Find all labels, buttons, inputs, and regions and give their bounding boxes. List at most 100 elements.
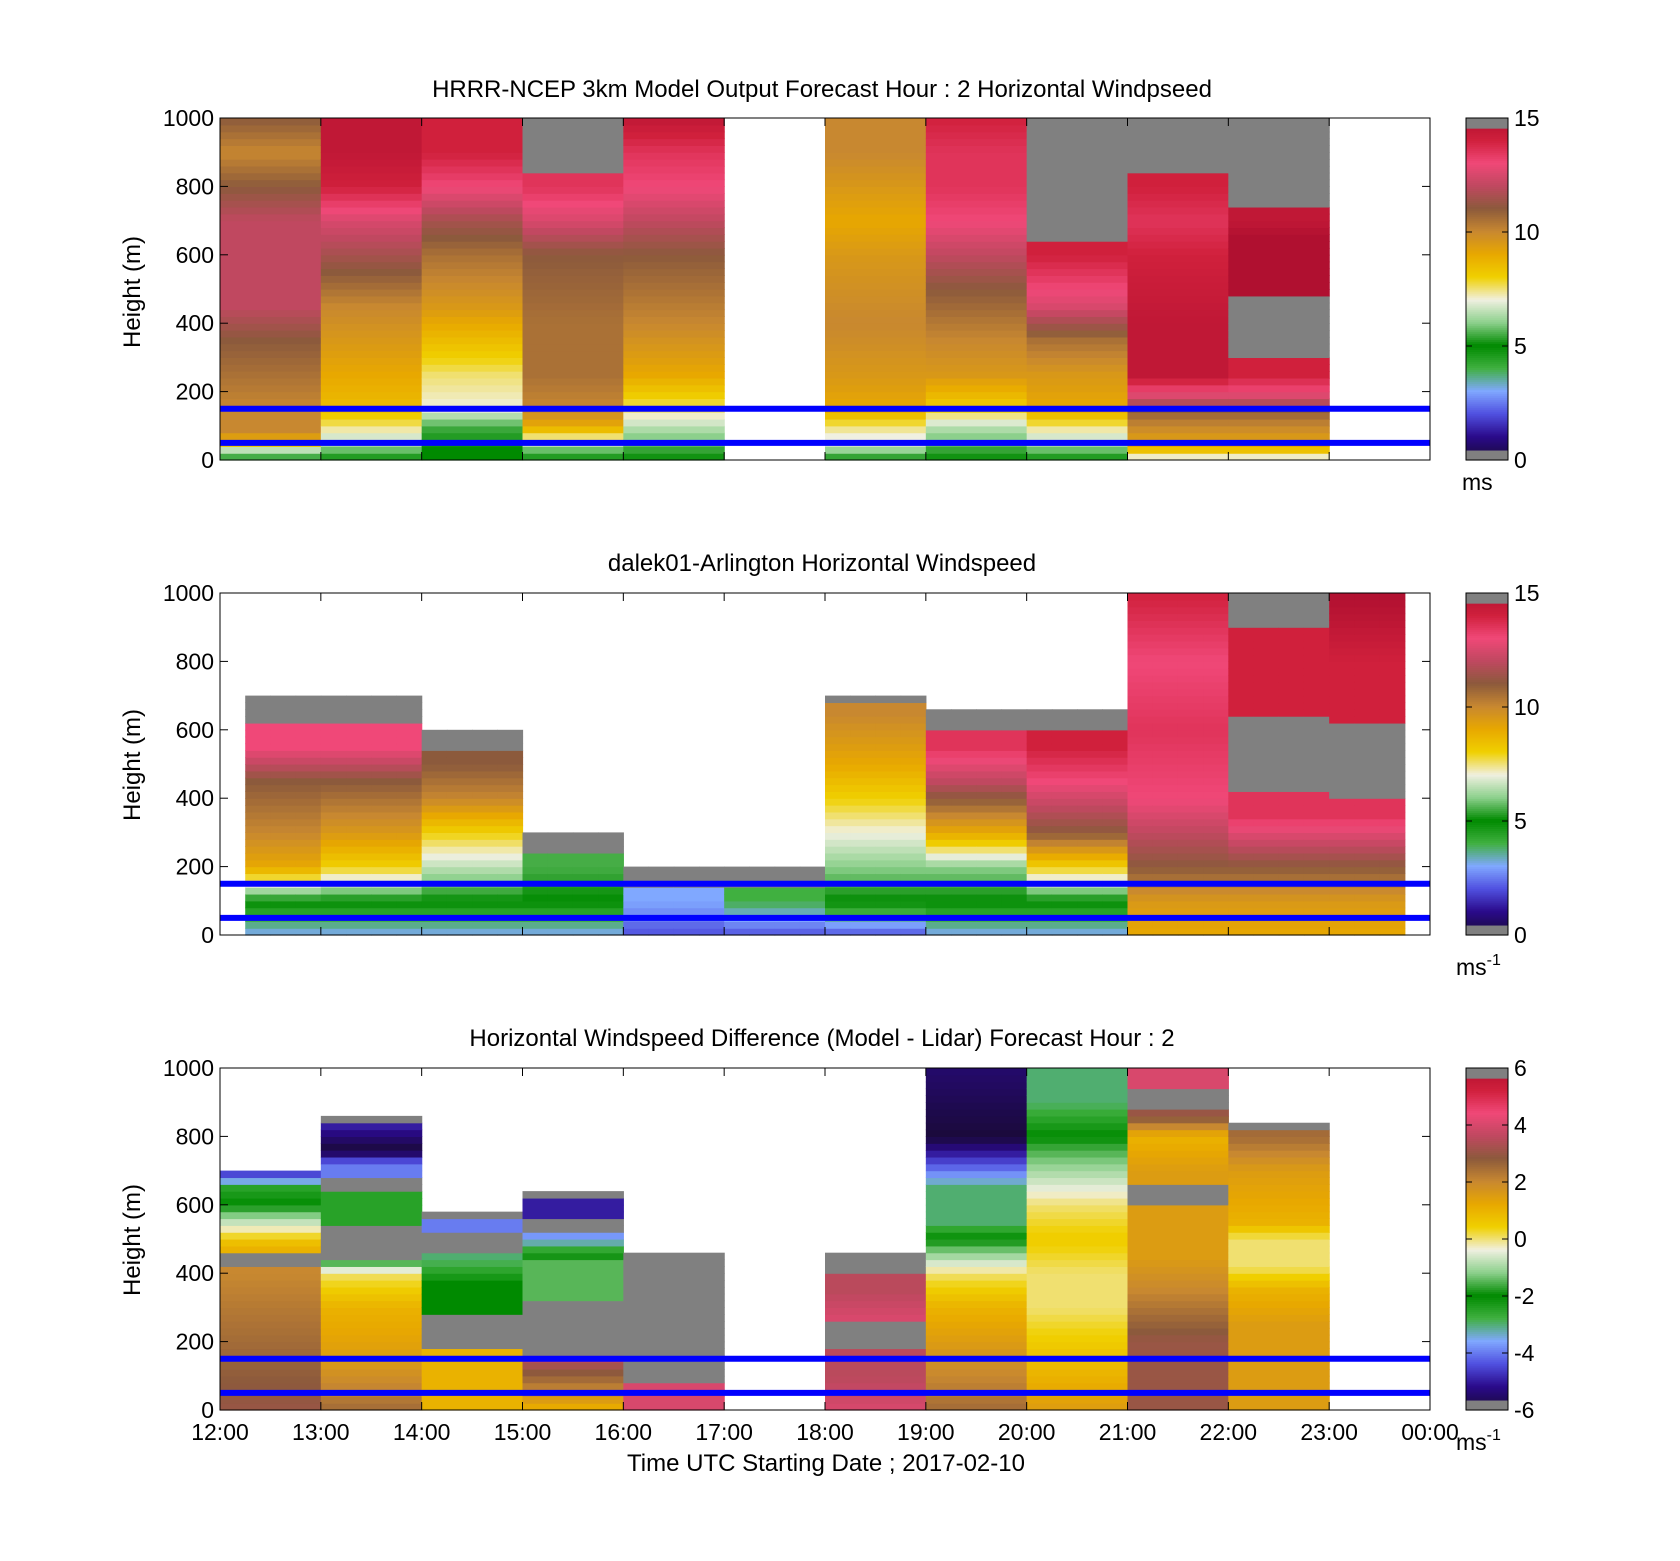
heatmap-cell (371, 805, 398, 813)
heatmap-cell (1177, 620, 1204, 628)
heatmap-cell (522, 1266, 624, 1274)
heatmap-cell (925, 839, 952, 847)
heatmap-cell (320, 832, 347, 840)
heatmap-cell (1203, 784, 1229, 792)
heatmap-cell (522, 152, 624, 160)
colorbar-swatch (1466, 816, 1508, 819)
heatmap-cell (346, 770, 372, 779)
heatmap-cell (925, 138, 1028, 146)
colorbar-swatch (1466, 455, 1508, 459)
colorbar-swatch (1466, 1208, 1508, 1212)
colorbar-swatch (1466, 1190, 1508, 1194)
heatmap-cell (900, 736, 927, 745)
heatmap-cell (421, 377, 524, 386)
heatmap-cell (951, 839, 977, 847)
heatmap-cell (1026, 1074, 1129, 1083)
heatmap-cell (623, 302, 725, 311)
heatmap-cell (623, 377, 725, 386)
heatmap-cell (497, 852, 524, 861)
colorbar-swatch (1466, 319, 1508, 322)
colorbar-swatch (1466, 244, 1508, 248)
heatmap-cell (825, 722, 851, 731)
heatmap-cell (421, 866, 448, 875)
heatmap-cell (900, 907, 927, 916)
heatmap-cell (1127, 1396, 1229, 1404)
heatmap-cell (1278, 818, 1305, 827)
heatmap-cell (220, 330, 322, 338)
colorbar-swatch (1466, 1144, 1508, 1148)
heatmap-cell (497, 832, 524, 840)
heatmap-cell (1026, 1314, 1129, 1322)
heatmap-cell (421, 179, 524, 187)
heatmap-cell (925, 1341, 1028, 1350)
heatmap-cell (825, 1259, 927, 1267)
heatmap-cell (421, 364, 524, 372)
colorbar-swatch (1466, 661, 1508, 665)
heatmap-cell (1278, 791, 1305, 799)
heatmap-cell (446, 900, 473, 909)
heatmap-cell (1253, 729, 1280, 738)
colorbar-swatch (1466, 820, 1508, 823)
heatmap-cell (1278, 921, 1305, 929)
heatmap-cell (522, 364, 624, 372)
heatmap-cell (1026, 1095, 1129, 1103)
colorbar-swatch (1466, 208, 1508, 212)
heatmap-cell (320, 1280, 423, 1288)
heatmap-cell (1127, 1307, 1229, 1315)
colorbar-swatch (1466, 415, 1508, 419)
heatmap-cell (346, 716, 372, 724)
y-tick-label: 600 (176, 717, 214, 743)
heatmap-cell (270, 873, 297, 881)
heatmap-cell (1127, 1239, 1229, 1247)
heatmap-cell (1303, 702, 1330, 710)
colorbar-swatch (1466, 1327, 1508, 1331)
heatmap-cell (346, 839, 372, 847)
heatmap-cell (320, 1396, 423, 1404)
colorbar-swatch (1466, 1395, 1508, 1399)
heatmap-cell (825, 425, 927, 434)
heatmap-cell (1127, 309, 1229, 317)
heatmap-cell (900, 695, 927, 704)
heatmap-cell (1177, 921, 1204, 929)
heatmap-cell (1026, 1334, 1129, 1343)
heatmap-cell (320, 1239, 423, 1247)
heatmap-cell (1228, 323, 1330, 331)
heatmap-cell (1026, 859, 1053, 868)
heatmap-cell (1303, 805, 1330, 813)
heatmap-cell (1127, 770, 1154, 779)
heatmap-cell (673, 928, 700, 936)
heatmap-cell (925, 1321, 1028, 1329)
heatmap-cell (522, 1293, 624, 1302)
heatmap-cell (825, 213, 927, 222)
heatmap-cell (1354, 757, 1381, 765)
heatmap-cell (825, 254, 927, 263)
heatmap-cell (875, 743, 902, 751)
heatmap-cell (1278, 688, 1305, 697)
heatmap-cell (220, 220, 322, 229)
heatmap-cell (472, 770, 498, 779)
heatmap-cell (1026, 425, 1129, 434)
heatmap-cell (1228, 268, 1330, 276)
heatmap-cell (925, 391, 1028, 400)
heatmap-cell (572, 839, 599, 847)
heatmap-cell (245, 866, 272, 875)
heatmap-cell (371, 757, 398, 765)
heatmap-cell (270, 887, 297, 895)
heatmap-cell (850, 757, 877, 765)
heatmap-cell (421, 172, 524, 181)
heatmap-cell (976, 750, 1003, 758)
heatmap-cell (1026, 928, 1053, 936)
heatmap-cell (1303, 688, 1330, 697)
heatmap-cell (497, 839, 524, 847)
heatmap-cell (1026, 818, 1053, 827)
heatmap-cell (1127, 1163, 1229, 1172)
colorbar-swatch (1466, 142, 1508, 145)
heatmap-cell (446, 743, 473, 751)
heatmap-cell (1127, 716, 1154, 724)
heatmap-cell (825, 893, 851, 902)
heatmap-cell (220, 131, 322, 140)
heatmap-cell (1026, 1109, 1129, 1117)
heatmap-cell (850, 770, 877, 779)
colorbar-swatch (1466, 361, 1508, 365)
heatmap-cell (1102, 716, 1129, 724)
